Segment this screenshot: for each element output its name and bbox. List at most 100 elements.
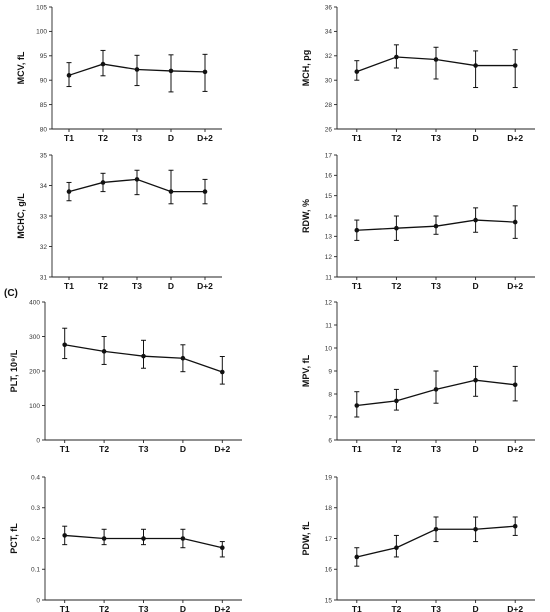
data-point bbox=[100, 180, 106, 185]
data-point bbox=[168, 189, 174, 194]
y-axis-title: MCHC, g/L bbox=[16, 193, 26, 239]
y-tick-label: 0.2 bbox=[31, 536, 40, 543]
y-tick-label: 90 bbox=[40, 78, 48, 85]
y-axis-title: MCH, pg bbox=[301, 50, 311, 87]
data-point bbox=[473, 217, 478, 223]
chart-4: 11 12 13 14 15 16 17 RDW, % T1 T2 T3 D D+2 bbox=[301, 152, 535, 291]
y-axis-title: PLT, 10⁹/L bbox=[9, 349, 19, 392]
data-point bbox=[168, 68, 174, 74]
data-point bbox=[141, 353, 146, 359]
data-point bbox=[100, 61, 106, 67]
y-axis-title: MPV, fL bbox=[301, 354, 311, 387]
x-category-label: D+2 bbox=[507, 604, 523, 612]
y-tick-label: 19 bbox=[325, 474, 333, 481]
x-category-label: D+2 bbox=[507, 444, 523, 454]
y-tick-label: 300 bbox=[29, 334, 40, 341]
data-point bbox=[394, 545, 399, 551]
x-category-label: T3 bbox=[431, 604, 441, 612]
chart-3: 31 32 33 34 35 MCHC, g/L T1 T2 T3 D D+2 bbox=[16, 152, 222, 291]
y-tick-label: 11 bbox=[325, 274, 332, 281]
x-category-label: T2 bbox=[99, 604, 109, 612]
y-tick-label: 105 bbox=[36, 4, 47, 11]
data-point bbox=[473, 377, 478, 383]
data-point bbox=[512, 219, 518, 225]
y-tick-label: 100 bbox=[36, 29, 47, 36]
x-category-label: D bbox=[473, 444, 479, 454]
data-point bbox=[141, 536, 146, 541]
data-point bbox=[354, 69, 360, 74]
x-category-label: D bbox=[168, 281, 174, 291]
y-tick-label: 13 bbox=[325, 234, 333, 241]
y-tick-label: 30 bbox=[325, 78, 333, 85]
chart-6: 6 7 8 9 10 11 12 MPV, fL T1 T2 T3 D D+2 bbox=[301, 299, 535, 454]
panel-letter: (C) bbox=[4, 288, 18, 299]
x-category-label: T2 bbox=[391, 604, 401, 612]
x-category-label: T1 bbox=[352, 281, 362, 291]
x-category-label: D+2 bbox=[197, 281, 213, 291]
y-tick-label: 95 bbox=[40, 53, 48, 60]
y-tick-label: 0 bbox=[36, 437, 40, 444]
data-point bbox=[134, 67, 140, 72]
x-category-label: D bbox=[473, 281, 479, 291]
y-tick-label: 12 bbox=[325, 299, 333, 306]
y-tick-label: 0.1 bbox=[31, 567, 40, 574]
data-point bbox=[394, 54, 399, 60]
y-axis-title: PDW, fL bbox=[301, 521, 311, 555]
chart-1: 80 85 90 95 100 105 MCV, fL T1 T2 T3 D D+2 bbox=[16, 4, 222, 143]
data-point bbox=[473, 63, 478, 68]
y-tick-label: 33 bbox=[40, 213, 48, 220]
data-point bbox=[512, 523, 518, 529]
data-point bbox=[202, 189, 208, 194]
y-tick-label: 0.4 bbox=[31, 474, 40, 481]
y-tick-label: 31 bbox=[40, 274, 48, 281]
x-category-label: D+2 bbox=[507, 281, 523, 291]
y-tick-label: 16 bbox=[325, 173, 333, 180]
y-tick-label: 34 bbox=[40, 183, 48, 190]
y-axis-title: RDW, % bbox=[301, 199, 311, 233]
data-point bbox=[220, 369, 225, 375]
y-tick-label: 35 bbox=[40, 152, 48, 159]
y-tick-label: 16 bbox=[325, 567, 333, 574]
y-tick-label: 36 bbox=[325, 4, 333, 11]
x-category-label: D+2 bbox=[214, 604, 230, 612]
y-tick-label: 34 bbox=[325, 29, 333, 36]
x-category-label: T2 bbox=[98, 133, 108, 143]
data-point bbox=[101, 349, 107, 354]
y-tick-label: 15 bbox=[325, 597, 333, 604]
x-category-label: T1 bbox=[60, 604, 70, 612]
data-point bbox=[62, 533, 67, 538]
y-tick-label: 10 bbox=[325, 345, 333, 352]
x-category-label: T3 bbox=[132, 281, 142, 291]
data-point bbox=[202, 69, 208, 75]
y-tick-label: 400 bbox=[29, 299, 40, 306]
y-tick-label: 100 bbox=[29, 403, 40, 410]
x-category-label: T2 bbox=[391, 281, 401, 291]
data-point bbox=[62, 342, 67, 348]
y-tick-label: 28 bbox=[325, 102, 333, 109]
chart-2: 26 28 30 32 34 36 MCH, pg T1 T2 T3 D D+2 bbox=[301, 4, 535, 143]
data-point bbox=[512, 63, 518, 68]
data-point bbox=[66, 73, 72, 78]
data-point bbox=[433, 526, 439, 532]
y-tick-label: 0 bbox=[36, 597, 40, 604]
x-category-label: T2 bbox=[391, 444, 401, 454]
x-category-label: T1 bbox=[352, 604, 362, 612]
data-point bbox=[354, 554, 360, 560]
y-tick-label: 11 bbox=[325, 322, 332, 329]
data-point bbox=[354, 403, 360, 408]
data-point bbox=[354, 227, 360, 233]
y-tick-label: 80 bbox=[40, 126, 48, 133]
x-category-label: T1 bbox=[352, 444, 362, 454]
data-point bbox=[66, 189, 72, 194]
x-category-label: D bbox=[180, 444, 186, 454]
y-tick-label: 200 bbox=[29, 368, 40, 375]
x-category-label: D bbox=[473, 133, 479, 143]
data-point bbox=[433, 57, 439, 62]
y-tick-label: 26 bbox=[325, 126, 333, 133]
x-category-label: T3 bbox=[139, 444, 149, 454]
data-point bbox=[512, 382, 518, 388]
x-category-label: T3 bbox=[431, 281, 441, 291]
x-category-label: D+2 bbox=[197, 133, 213, 143]
y-tick-label: 9 bbox=[328, 368, 332, 375]
x-category-label: D+2 bbox=[214, 444, 230, 454]
